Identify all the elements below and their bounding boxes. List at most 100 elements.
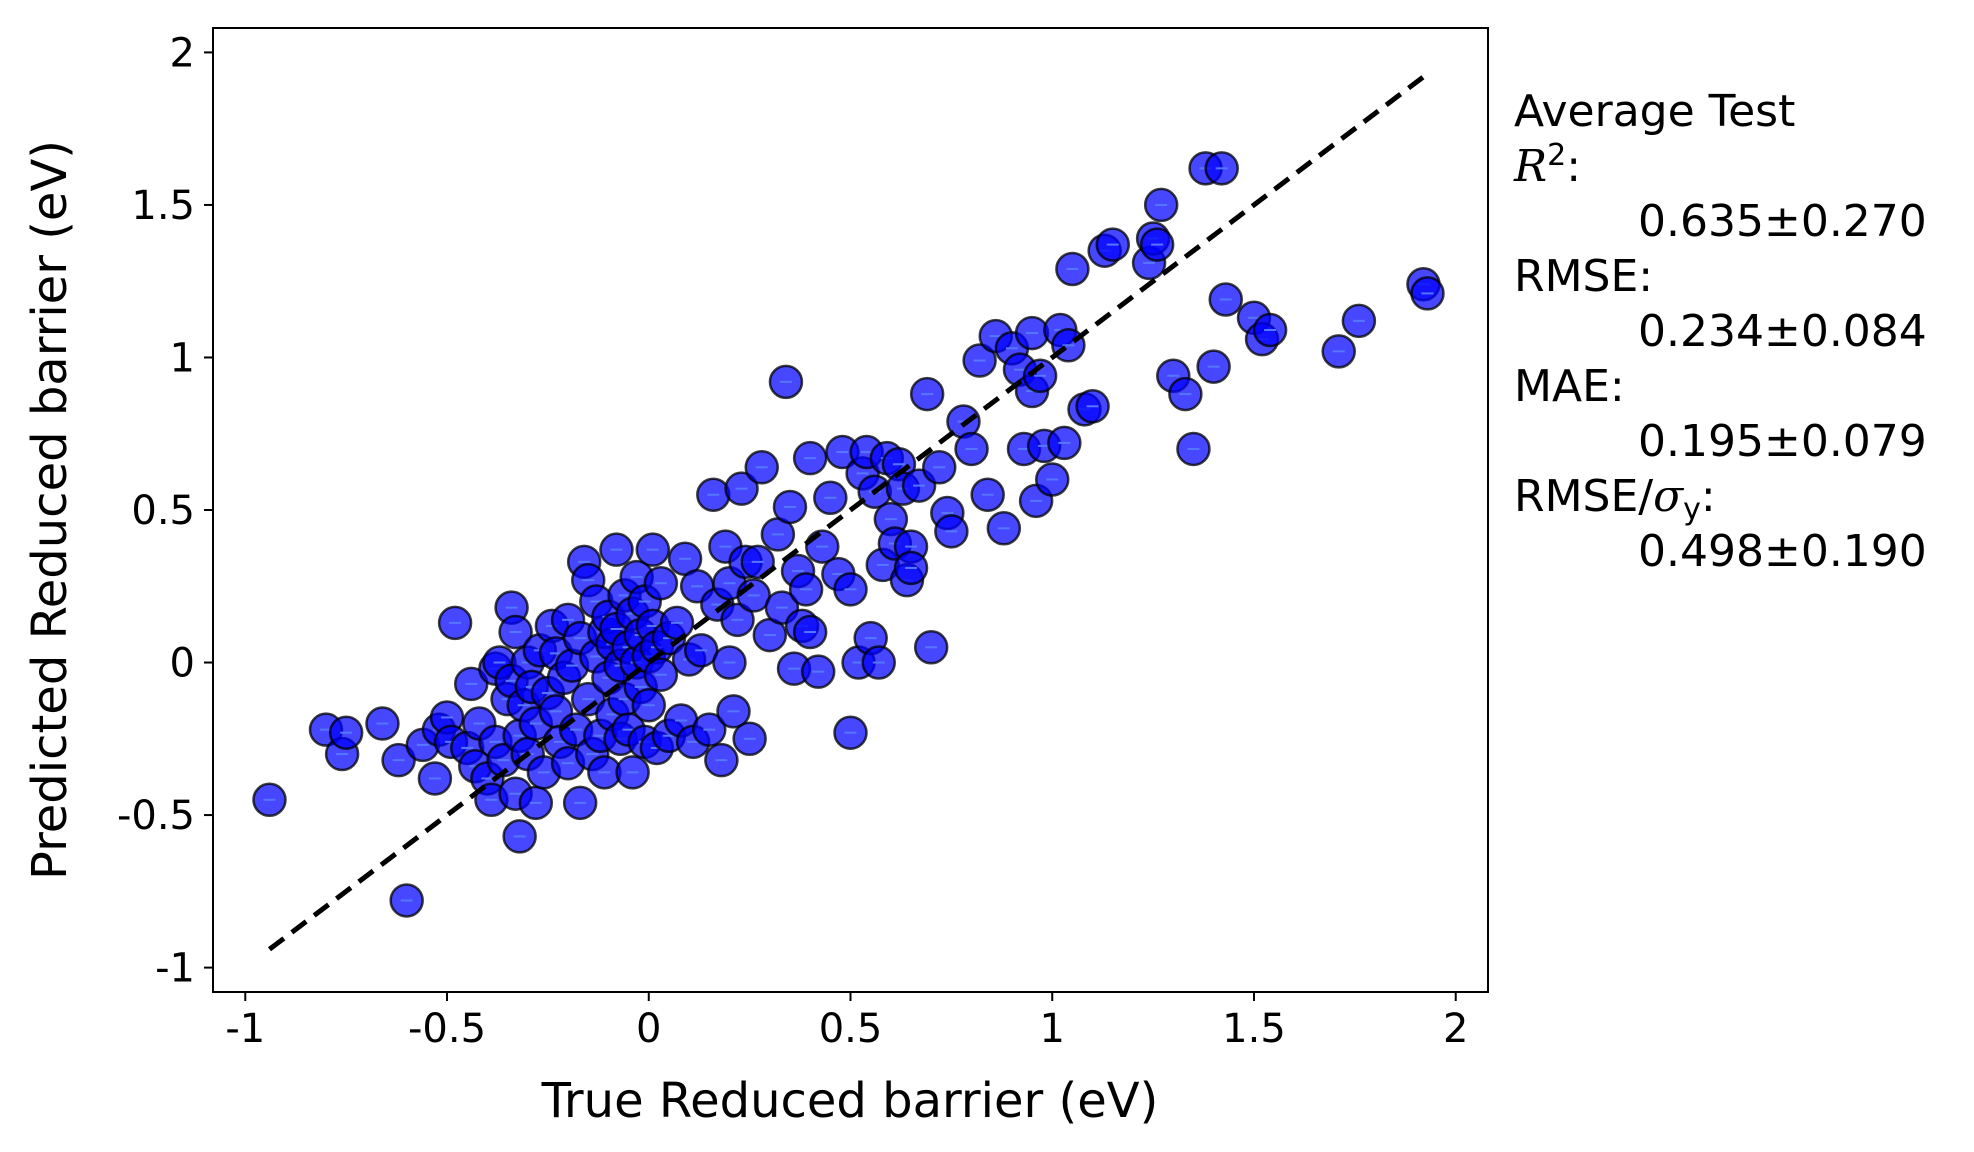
y-tick-label: 1 <box>170 335 195 381</box>
data-point <box>562 785 598 821</box>
data-point <box>365 706 400 741</box>
data-point <box>570 681 606 717</box>
data-point <box>833 572 868 607</box>
parity-line <box>267 71 1429 952</box>
data-point <box>453 666 489 702</box>
data-point <box>732 721 767 757</box>
data-point <box>986 511 1022 546</box>
sigma-symbol: σ <box>1653 471 1684 522</box>
x-tick-label: 0.5 <box>819 1006 883 1052</box>
mae-label: MAE: <box>1514 361 1625 412</box>
data-point <box>1208 282 1243 317</box>
y-axis-ticks: -1 -0.5 0 0.5 1 1.5 2 <box>117 30 213 992</box>
data-point <box>712 645 747 680</box>
data-point <box>970 477 1005 512</box>
data-point <box>1168 376 1203 412</box>
y-axis-label: Predicted Reduced barrier (eV) <box>22 140 78 880</box>
x-tick-label: 1 <box>1040 1006 1065 1052</box>
data-point <box>913 630 949 665</box>
r2-colon: : <box>1566 141 1582 192</box>
y-tick-label: 1.5 <box>131 183 195 229</box>
data-point <box>518 785 554 821</box>
x-axis-label: True Reduced barrier (eV) <box>541 1073 1159 1129</box>
data-point <box>643 657 679 692</box>
data-point <box>1055 251 1090 287</box>
x-tick-label: 0 <box>636 1006 661 1052</box>
data-point <box>1204 151 1239 186</box>
data-point <box>792 440 828 476</box>
data-point <box>744 450 779 485</box>
data-point <box>792 614 828 650</box>
data-point <box>659 605 695 641</box>
data-point <box>740 544 775 580</box>
y-tick-label: -1 <box>155 946 195 992</box>
y-tick-label: 2 <box>170 30 195 76</box>
data-point <box>1047 425 1082 461</box>
data-point <box>252 782 287 818</box>
stats-title: Average Test <box>1514 86 1796 137</box>
data-point <box>768 364 804 400</box>
data-point <box>1075 389 1110 424</box>
data-point <box>772 489 808 525</box>
rmse-label: RMSE: <box>1514 251 1654 302</box>
data-point <box>1022 358 1058 394</box>
x-axis-ticks: -1 -0.5 0 0.5 1 1.5 2 <box>225 992 1468 1052</box>
data-point <box>716 694 751 729</box>
rmse-sigma-prefix: RMSE/ <box>1514 471 1654 522</box>
r2-label: R2: <box>1514 139 1927 194</box>
stats-panel: Average Test R2: 0.635±0.270 RMSE: 0.234… <box>1514 84 1927 579</box>
data-point <box>502 819 537 854</box>
x-tick-label: 2 <box>1443 1006 1468 1052</box>
data-point <box>1034 462 1070 497</box>
data-point <box>599 532 634 567</box>
data-point <box>683 633 719 668</box>
data-point <box>800 654 836 689</box>
data-point <box>1321 334 1356 369</box>
data-point <box>893 550 929 586</box>
sigma-subscript: y <box>1683 492 1701 527</box>
x-tick-label: -0.5 <box>408 1006 486 1052</box>
rmse-sigma-label: RMSE/σy: <box>1514 469 1927 527</box>
data-point <box>788 572 824 607</box>
data-point <box>692 712 727 747</box>
data-point <box>934 514 969 549</box>
data-point <box>643 565 679 601</box>
data-point <box>861 645 896 680</box>
r2-symbol: R <box>1514 141 1548 192</box>
data-point <box>833 715 868 750</box>
data-point <box>615 755 650 790</box>
data-point <box>813 480 848 516</box>
data-point <box>1143 187 1179 223</box>
data-point <box>381 742 416 778</box>
data-point <box>704 742 739 778</box>
rmse-sigma-value: 0.498±0.190 <box>1638 526 1927 577</box>
rmse-sigma-colon: : <box>1700 471 1716 522</box>
r2-value: 0.635±0.270 <box>1638 196 1927 247</box>
data-point <box>1252 312 1288 348</box>
r2-power: 2 <box>1547 138 1567 173</box>
data-point <box>1139 227 1175 262</box>
data-point <box>635 532 671 567</box>
data-point <box>437 605 473 641</box>
data-point <box>696 477 731 512</box>
parity-line-layer <box>267 71 1429 952</box>
data-point <box>631 687 667 723</box>
data-point <box>417 761 453 796</box>
data-point <box>498 614 533 650</box>
points-layer <box>252 151 1445 918</box>
y-tick-label: 0.5 <box>131 488 195 534</box>
data-point <box>389 883 424 918</box>
data-point <box>909 376 945 412</box>
data-point <box>760 517 796 552</box>
x-tick-label: -1 <box>225 1006 265 1052</box>
y-tick-label: -0.5 <box>117 793 195 839</box>
data-point <box>922 450 957 485</box>
data-point <box>724 471 759 506</box>
y-tick-label: 0 <box>170 641 195 687</box>
x-tick-label: 1.5 <box>1222 1006 1286 1052</box>
data-point <box>720 602 755 638</box>
rmse-value: 0.234±0.084 <box>1638 306 1927 357</box>
data-point <box>1341 303 1377 339</box>
data-point <box>1176 431 1211 467</box>
